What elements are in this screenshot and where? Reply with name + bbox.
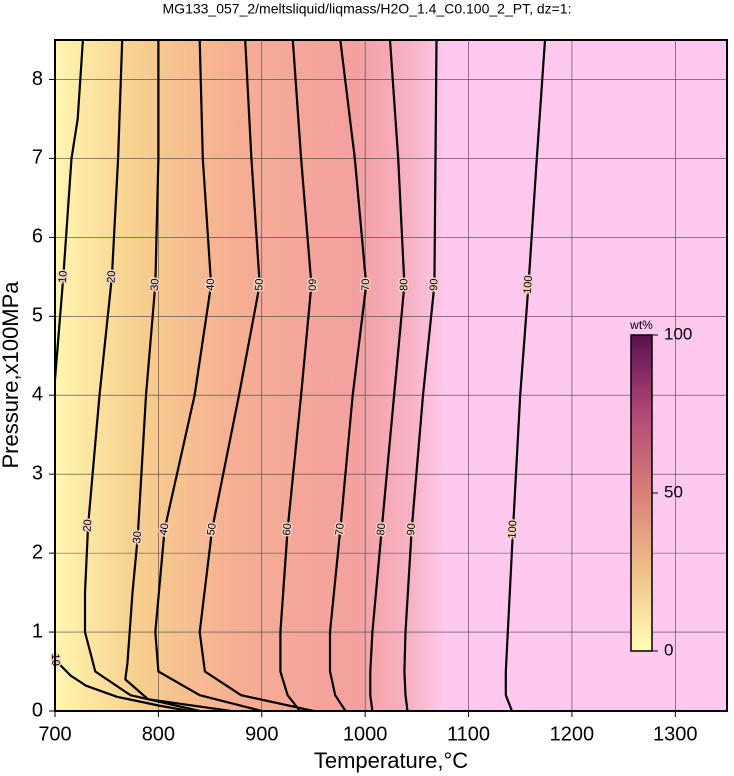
contour-line — [198, 40, 314, 711]
contour-label: 80 — [375, 523, 388, 536]
contour-label: 60 — [281, 523, 294, 536]
x-tick-label: 700 — [38, 723, 71, 745]
contour-label: 20 — [105, 270, 118, 283]
colorbar-tick-label: 50 — [664, 482, 683, 501]
y-tick-label: 5 — [32, 305, 43, 327]
y-tick-label: 7 — [32, 147, 43, 169]
colorbar-tick-label: 100 — [664, 324, 692, 343]
y-tick-label: 6 — [32, 226, 43, 248]
y-tick-label: 0 — [32, 699, 43, 721]
plot-frame — [54, 39, 728, 712]
contour-line — [328, 40, 368, 711]
contour-line — [504, 40, 547, 711]
x-tick-label: 1000 — [343, 723, 388, 745]
contour-label: 90 — [405, 523, 418, 536]
contour-label: 70 — [334, 523, 347, 536]
contour-line — [83, 40, 200, 711]
chart-title: MG133_057_2/meltsliquid/liqmass/H2O_1.4_… — [163, 1, 572, 17]
y-tick-label: 4 — [32, 384, 43, 406]
contour-line — [154, 40, 263, 711]
contour-line — [124, 40, 231, 711]
y-axis-label: Pressure,x100MPa — [0, 281, 23, 469]
colorbar — [630, 334, 653, 652]
colorbar-tick-label: 0 — [664, 640, 673, 659]
contour-label: 80 — [398, 278, 410, 290]
contour-label: 100 — [506, 520, 519, 539]
contour-label: 90 — [428, 278, 441, 291]
contour-label: 30 — [149, 278, 162, 291]
x-tick-label: 1100 — [447, 723, 490, 745]
contour-line — [55, 40, 190, 711]
contour-line — [369, 40, 406, 711]
y-tick-label: 3 — [32, 462, 43, 484]
x-tick-label: 800 — [142, 723, 175, 745]
contour-label: 10 — [57, 270, 70, 283]
contour-label: 100 — [522, 275, 535, 294]
x-tick-label: 1300 — [653, 723, 698, 745]
x-tick-label: 1200 — [550, 723, 595, 745]
contour-label: 70 — [360, 279, 372, 291]
contour-label: 50 — [205, 522, 219, 536]
contour-label: 20 — [82, 519, 95, 532]
y-tick-label: 2 — [32, 541, 43, 563]
contour-label: 40 — [205, 278, 217, 291]
x-tick-label: 900 — [245, 723, 278, 745]
y-tick-label: 8 — [32, 68, 43, 90]
contour-label: 50 — [253, 278, 266, 291]
plot-background — [55, 40, 727, 711]
y-tick-label: 1 — [32, 620, 43, 642]
contour-label: 60 — [305, 279, 317, 291]
contour-line — [403, 40, 438, 711]
contour-line — [279, 40, 313, 711]
colorbar-label: wt% — [629, 318, 653, 332]
x-axis-label: Temperature,°C — [314, 748, 468, 773]
contour-label: 30 — [131, 531, 144, 544]
contour-label: 40 — [158, 522, 172, 536]
